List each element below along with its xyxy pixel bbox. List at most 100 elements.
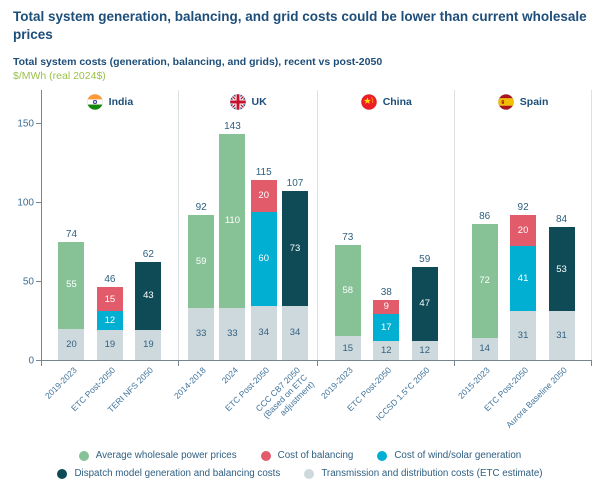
- bar-segment-balancing: 15: [96, 287, 123, 312]
- bar-total-label: 73: [342, 231, 354, 243]
- legend-item-transmission: Transmission and distribution costs (ETC…: [304, 468, 543, 479]
- bar-segment-wind_solar: 60: [250, 211, 277, 307]
- axis-boundary-tick: [454, 361, 456, 367]
- bar-total-label: 84: [555, 214, 568, 226]
- panel-china: China 73 58 15 2019-2023 38 9 17 12 ETC Post-2050…: [318, 90, 456, 423]
- y-axis: 0 50 100 150: [14, 90, 41, 367]
- bar-segment-balancing: 20: [250, 179, 277, 212]
- china-flag-icon: [360, 94, 377, 111]
- legend-row: Dispatch model generation and balancing …: [57, 468, 543, 479]
- bar-total-label: 62: [142, 249, 154, 261]
- y-axis-tick-label: 50: [22, 276, 34, 288]
- bar-segment-transmission: 33: [219, 307, 246, 361]
- bar-total-label: 115: [255, 166, 272, 178]
- stacked-bar: 38 9 17 12 ETC Post-2050: [345, 287, 400, 413]
- bar-total-label: 86: [479, 211, 491, 223]
- y-axis-tick-mark: [36, 281, 41, 283]
- stacked-bar: 115 20 60 34 ETC Post-2050: [223, 167, 277, 413]
- bar-segment-dispatch: 53: [548, 227, 575, 312]
- panel-plot: 74 55 20 2019-2023 46 15 12 19 ETC Post-2050 62 43…: [42, 123, 178, 415]
- legend-label: Transmission and distribution costs (ETC…: [321, 468, 543, 479]
- bar-segment-wholesale: 55: [58, 241, 85, 329]
- bar-total-label: 59: [419, 253, 431, 265]
- legend-label: Cost of balancing: [277, 450, 354, 461]
- stacked-bar: 62 43 19 TERI NFS 2050: [106, 249, 162, 415]
- bar-total-label: 74: [65, 228, 78, 240]
- wind_solar-legend-dot: [377, 450, 388, 461]
- panel-plot: 92 59 33 2014-2018 143 110 33 2024 115 20 60 34 ETC …: [172, 121, 318, 420]
- chart-unit-label: $/MWh (real 2024$): [13, 70, 106, 83]
- legend-label: Dispatch model generation and balancing …: [74, 468, 281, 479]
- uk-flag-icon: [229, 94, 246, 111]
- country-label: India: [108, 96, 134, 109]
- panel-spain: Spain 86 72 14 2015-2023 92 20 41 31 ETC Post-205…: [455, 90, 593, 430]
- y-axis-tick-label: 150: [17, 118, 34, 130]
- country-label: China: [382, 96, 412, 109]
- page-title: Total system generation, balancing, and …: [13, 9, 587, 42]
- balancing-legend-dot: [260, 450, 271, 461]
- chart-header: Total system generation, balancing, and …: [0, 0, 600, 82]
- x-axis-category-label: 2024: [219, 365, 240, 386]
- bar-segment-wholesale: 59: [188, 214, 215, 308]
- stacked-bar: 107 73 34 CCC CB7 2050 (Based on ETC adjust…: [254, 178, 317, 420]
- legend-item-wholesale: Average wholesale power prices: [78, 450, 237, 461]
- x-axis-category-label: 2019-2023: [319, 365, 355, 401]
- transmission-legend-dot: [304, 468, 315, 479]
- panel-header-uk: UK: [179, 90, 318, 114]
- stacked-bar: 59 47 12 ICCSD 1.5°C 2050: [374, 254, 438, 423]
- bar-segment-transmission: 12: [411, 341, 438, 361]
- x-axis-category-label: 2014-2018: [172, 365, 209, 401]
- panel-header-china: China: [318, 90, 454, 114]
- bar-segment-wholesale: 58: [334, 244, 361, 337]
- stacked-bar: 46 15 12 19 ETC Post-2050: [69, 274, 123, 413]
- country-label: Spain: [519, 96, 549, 109]
- bar-total-label: 38: [380, 287, 392, 299]
- panel-header-spain: Spain: [455, 90, 591, 114]
- legend-item-balancing: Cost of balancing: [260, 450, 354, 461]
- spain-flag-icon: [497, 94, 514, 111]
- bar-segment-dispatch: 47: [411, 266, 438, 342]
- bar-segment-balancing: 20: [510, 214, 537, 247]
- bar-segment-transmission: 15: [334, 336, 361, 361]
- bar-segment-balancing: 9: [373, 300, 400, 315]
- legend-row: Average wholesale power prices Cost of ba…: [78, 450, 521, 461]
- bar-segment-transmission: 19: [96, 330, 123, 361]
- india-flag-icon: [86, 94, 103, 111]
- axis-boundary-tick: [591, 361, 593, 367]
- bar-segment-transmission: 34: [282, 306, 309, 361]
- grouped-stacked-bar-chart: 0 50 100 150 India 74 55 20 2019-2023 46 15 12 19 ET…: [14, 90, 593, 430]
- panel-header-india: India: [42, 90, 178, 114]
- bar-total-label: 143: [224, 121, 241, 133]
- bar-segment-dispatch: 73: [282, 191, 309, 307]
- axis-origin-tick: [41, 361, 42, 367]
- stacked-bar: 73 58 15 2019-2023: [319, 232, 361, 401]
- y-axis-tick-mark: [36, 360, 41, 362]
- bar-segment-wholesale: 110: [219, 134, 246, 308]
- bar-segment-dispatch: 43: [135, 262, 162, 331]
- y-axis-tick-label: 100: [17, 197, 34, 209]
- x-axis-category-label: 2015-2023: [455, 365, 492, 401]
- chart-subtitle: Total system costs (generation, balancin…: [13, 56, 383, 69]
- legend-item-dispatch: Dispatch model generation and balancing …: [57, 468, 280, 479]
- panel-plot: 86 72 14 2015-2023 92 20 41 31 ETC Post-2050 84 53…: [455, 123, 591, 430]
- x-axis-category-label: CCC CB7 2050 (Based on ETC adjustment): [253, 365, 317, 421]
- bar-segment-transmission: 31: [548, 311, 575, 361]
- bar-total-label: 107: [286, 178, 304, 190]
- bar-segment-transmission: 14: [471, 337, 498, 361]
- bar-segment-wind_solar: 17: [373, 314, 400, 342]
- legend-item-wind_solar: Cost of wind/solar generation: [377, 450, 521, 461]
- panel-india: India 74 55 20 2019-2023 46 15 12 19 ETC Post-205…: [41, 90, 179, 415]
- stacked-bar: 143 110 33 2024: [219, 121, 246, 386]
- legend-label: Cost of wind/solar generation: [394, 450, 522, 461]
- wholesale-legend-dot: [78, 450, 89, 461]
- y-axis-tick-mark: [36, 202, 41, 204]
- stacked-bar: 74 55 20 2019-2023: [43, 229, 85, 401]
- panel-plot: 73 58 15 2019-2023 38 9 17 12 ETC Post-2050 59 47 1…: [318, 123, 454, 423]
- legend-label: Average wholesale power prices: [95, 450, 237, 461]
- bar-total-label: 46: [104, 274, 116, 286]
- dispatch-legend-dot: [57, 468, 68, 479]
- bar-segment-transmission: 20: [58, 328, 85, 361]
- stacked-bar: 86 72 14 2015-2023: [456, 211, 498, 401]
- stacked-bar: 84 53 31 Aurora Baseline 2050: [504, 214, 575, 430]
- bar-segment-wind_solar: 41: [510, 246, 537, 312]
